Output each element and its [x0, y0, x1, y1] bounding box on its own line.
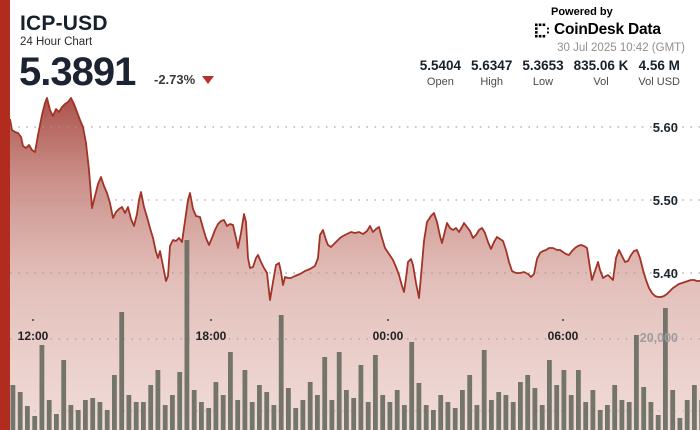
down-triangle-icon — [202, 76, 215, 84]
stat-label: High — [480, 76, 503, 88]
y-axis-label: 5.50 — [652, 193, 678, 208]
stat-value: 835.06 K — [573, 58, 629, 73]
powered-by-label: Powered by — [551, 6, 613, 18]
y-axis-label: 5.60 — [652, 120, 678, 135]
current-price: 5.3891 — [19, 50, 136, 94]
branding-block: Powered by CoinDesk Data 30 Jul 2025 10:… — [535, 6, 685, 54]
brand-row[interactable]: CoinDesk Data — [535, 21, 685, 39]
stat-label: Vol USD — [638, 76, 680, 88]
y-axis-label: 5.40 — [652, 266, 678, 281]
stat-label: Vol — [593, 76, 609, 88]
x-axis-label: 06:00 — [547, 329, 579, 343]
stat-value: 5.3653 — [522, 58, 564, 73]
coindesk-logo-icon — [535, 23, 549, 37]
stat-vol-usd: 4.56 M Vol USD — [638, 58, 680, 88]
stat-vol: 835.06 K Vol — [574, 58, 629, 88]
stat-value: 4.56 M — [638, 58, 680, 73]
brand-name: CoinDesk Data — [554, 21, 661, 38]
chart-subtitle: 24 Hour Chart — [20, 36, 93, 48]
x-axis-label: 00:00 — [372, 329, 404, 343]
stat-high: 5.6347 High — [471, 58, 512, 88]
grid-lines — [10, 126, 700, 412]
x-axis-label: 18:00 — [195, 329, 227, 343]
price-change: -2.73% — [154, 72, 215, 87]
stat-label: Open — [426, 76, 454, 88]
ohlc-stats-row: 5.5404 Open 5.6347 High 5.3653 Low 835.06 K Vol… — [420, 58, 680, 88]
stat-label: Low — [532, 76, 554, 88]
stat-open: 5.5404 Open — [420, 58, 461, 88]
stat-value: 5.5404 — [419, 58, 462, 73]
x-axis-label: 12:00 — [17, 329, 49, 343]
stat-value: 5.6347 — [471, 58, 513, 73]
price-change-percent: -2.73% — [154, 72, 196, 87]
volume-axis-label: 20,000 — [639, 331, 678, 345]
stat-low: 5.3653 Low — [522, 58, 563, 88]
price-area-fill — [10, 98, 700, 430]
volume-bars — [10, 240, 700, 430]
symbol-title: ICP-USD — [20, 12, 108, 35]
timestamp: 30 Jul 2025 10:42 (GMT) — [557, 42, 685, 54]
price-line — [9, 97, 700, 301]
left-accent-bar — [0, 0, 10, 430]
